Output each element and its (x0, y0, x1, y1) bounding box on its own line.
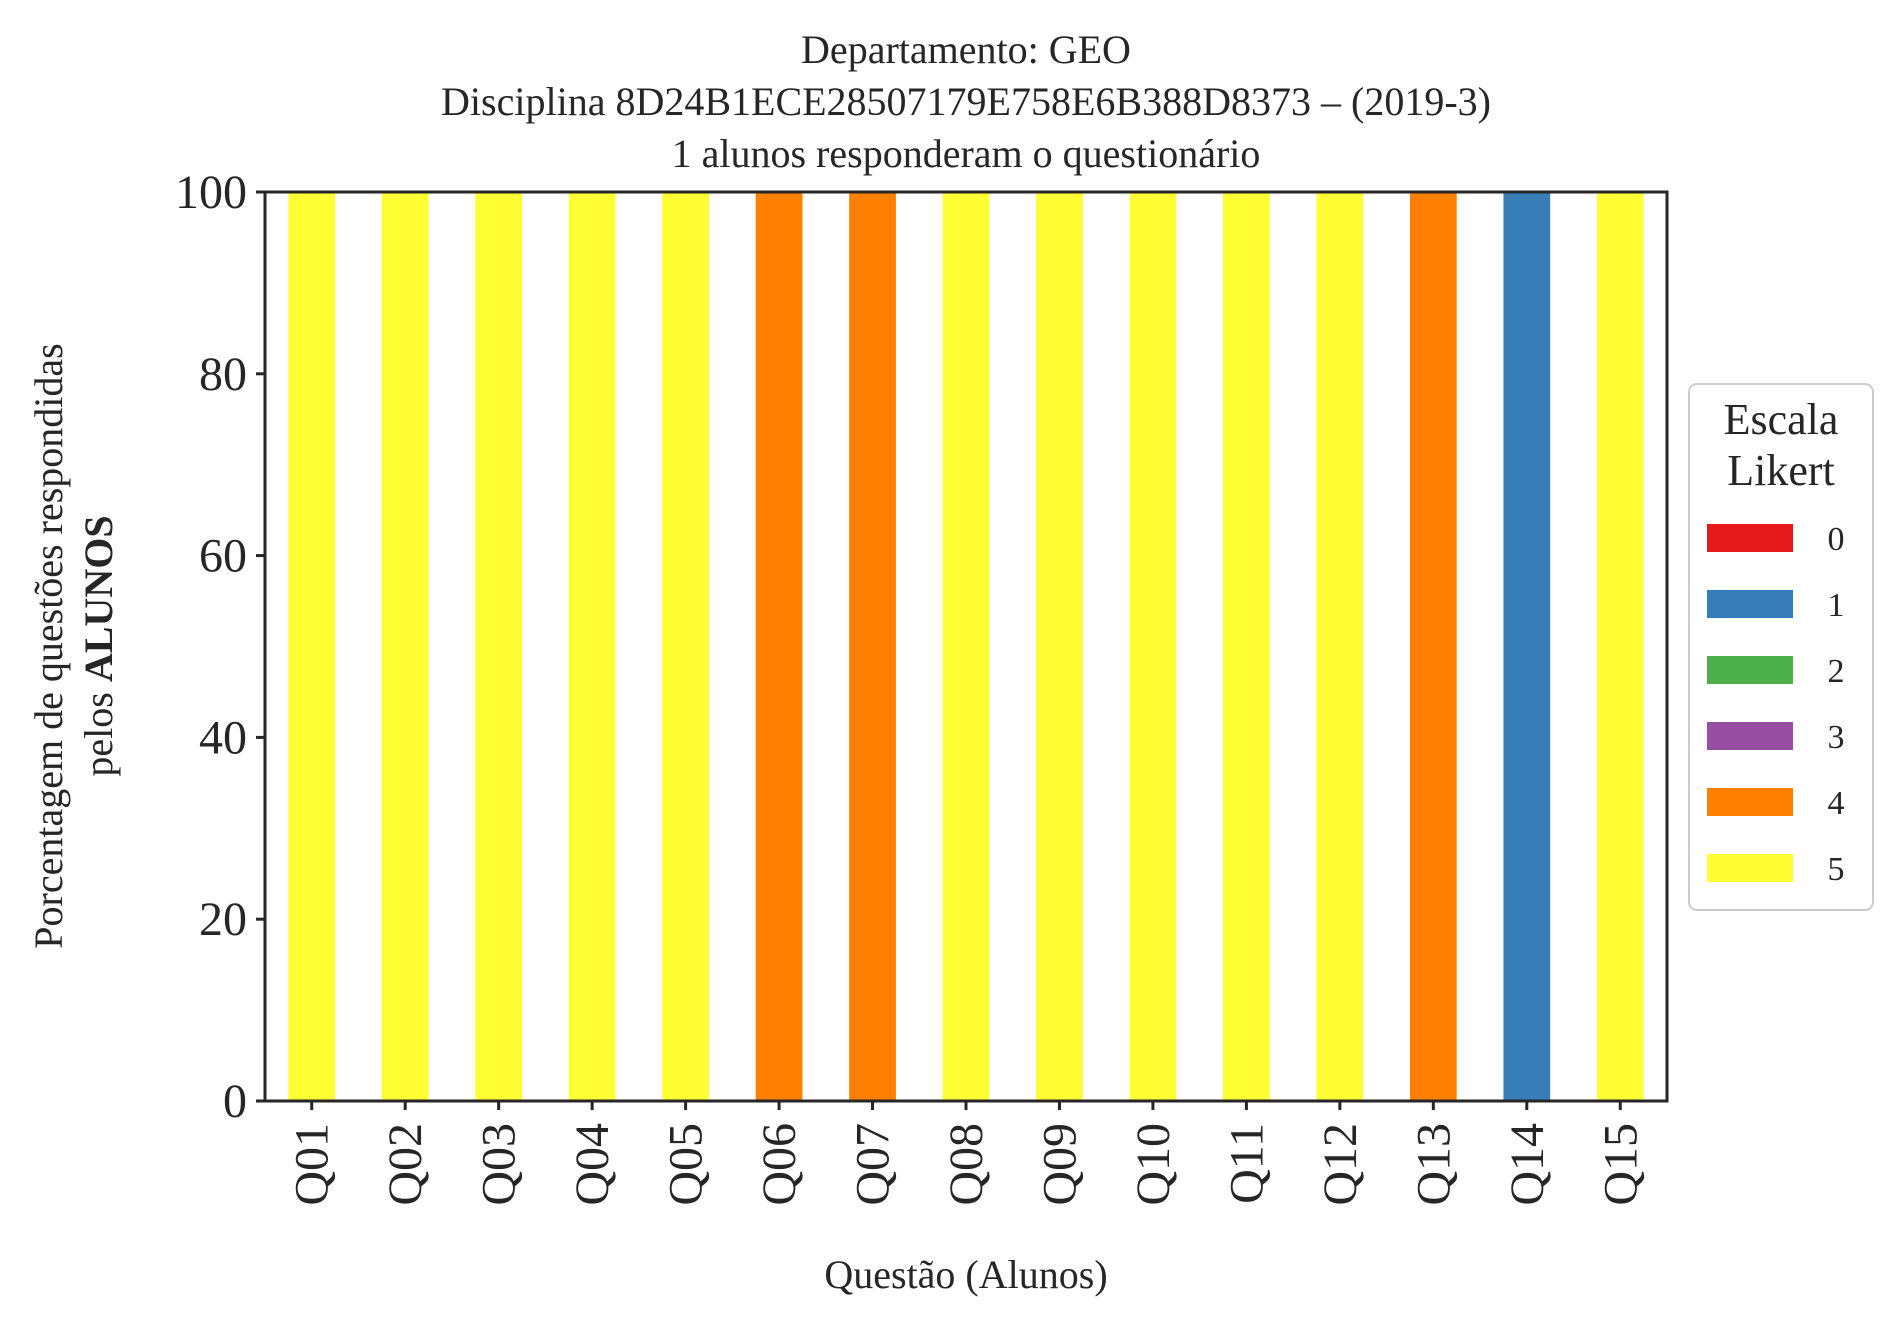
y-tick-label-20: 20 (199, 893, 247, 946)
x-tick-label-q12: Q12 (1314, 1123, 1367, 1206)
bar-q10-level-5 (1129, 192, 1177, 1101)
y-axis-label-line-2: pelos ALUNOS (76, 515, 121, 776)
chart-title: Departamento: GEO Disciplina 8D24B1ECE28… (441, 27, 1491, 176)
legend-swatch-5 (1707, 854, 1793, 882)
legend-label-1: 1 (1828, 587, 1845, 624)
plot-frame (263, 190, 1669, 1103)
y-axis-ticks: 0 20 40 60 80 100 (175, 166, 265, 1128)
y-tick-label-40: 40 (199, 711, 247, 764)
x-tick-label-q02: Q02 (379, 1123, 432, 1206)
bar-q03-level-5 (475, 192, 523, 1101)
y-tick-label-100: 100 (175, 166, 247, 219)
legend-swatch-3 (1707, 722, 1793, 750)
legend-label-0: 0 (1828, 521, 1845, 558)
legend-swatch-1 (1707, 590, 1793, 618)
bar-q13-level-4 (1409, 192, 1457, 1101)
bar-q12-level-5 (1316, 192, 1364, 1101)
y-axis-label: Porcentagem de questões respondidas pelo… (26, 343, 121, 948)
chart-title-line-3: 1 alunos responderam o questionário (672, 131, 1261, 176)
bar-q15-level-5 (1596, 192, 1644, 1101)
bar-q07-level-4 (849, 192, 896, 1101)
x-axis-ticks: Q01 Q02 Q03 Q04 Q05 Q06 Q07 Q08 Q09 Q10 Q11 Q12 Q13 Q… (286, 1101, 1647, 1206)
legend-label-4: 4 (1828, 785, 1845, 822)
bar-q02-level-5 (381, 192, 429, 1101)
x-tick-label-q11: Q11 (1220, 1123, 1273, 1204)
x-tick-label-q05: Q05 (660, 1123, 713, 1206)
chart-title-line-1: Departamento: GEO (801, 27, 1131, 72)
legend-label-2: 2 (1828, 653, 1845, 690)
x-axis-label: Questão (Alunos) (824, 1252, 1107, 1297)
x-tick-label-q09: Q09 (1033, 1123, 1086, 1206)
x-tick-label-q07: Q07 (847, 1123, 900, 1206)
x-tick-label-q15: Q15 (1594, 1123, 1647, 1206)
bar-q04-level-5 (568, 192, 616, 1101)
chart-title-line-2: Disciplina 8D24B1ECE28507179E758E6B388D8… (441, 79, 1491, 124)
y-axis-label-prefix: pelos (76, 682, 121, 776)
bar-q05-level-5 (662, 192, 709, 1101)
x-tick-label-q06: Q06 (753, 1123, 806, 1206)
legend-frame (1688, 383, 1874, 911)
legend-label-3: 3 (1828, 719, 1845, 756)
bar-q11-level-5 (1223, 192, 1270, 1101)
bar-q08-level-5 (942, 192, 990, 1101)
y-axis-label-bold: ALUNOS (76, 515, 121, 682)
x-tick-label-q04: Q04 (566, 1123, 619, 1206)
bar-q14-level-1 (1503, 192, 1551, 1101)
x-tick-label-q08: Q08 (940, 1123, 993, 1206)
x-tick-label-q13: Q13 (1407, 1123, 1460, 1206)
x-tick-label-q01: Q01 (286, 1123, 339, 1206)
bar-q01-level-5 (288, 192, 336, 1101)
x-tick-label-q03: Q03 (473, 1123, 526, 1206)
legend-label-5: 5 (1828, 851, 1845, 888)
x-tick-label-q14: Q14 (1501, 1123, 1554, 1206)
legend-swatch-4 (1707, 788, 1793, 816)
legend: Escala Likert 0 1 2 3 4 5 (1688, 383, 1874, 911)
bar-q06-level-4 (755, 192, 803, 1101)
legend-title-line-2: Likert (1727, 446, 1835, 495)
legend-title-line-1: Escala (1724, 395, 1839, 444)
y-tick-label-0: 0 (223, 1075, 247, 1128)
y-tick-label-80: 80 (199, 348, 247, 401)
bars-layer (288, 192, 1644, 1101)
y-tick-label-60: 60 (199, 530, 247, 583)
y-axis-label-line-1: Porcentagem de questões respondidas (26, 343, 71, 948)
legend-items: 0 1 2 3 4 5 (1707, 521, 1845, 888)
legend-swatch-2 (1707, 656, 1793, 684)
x-tick-label-q10: Q10 (1127, 1123, 1180, 1206)
legend-swatch-0 (1707, 524, 1793, 552)
bar-q09-level-5 (1036, 192, 1083, 1101)
